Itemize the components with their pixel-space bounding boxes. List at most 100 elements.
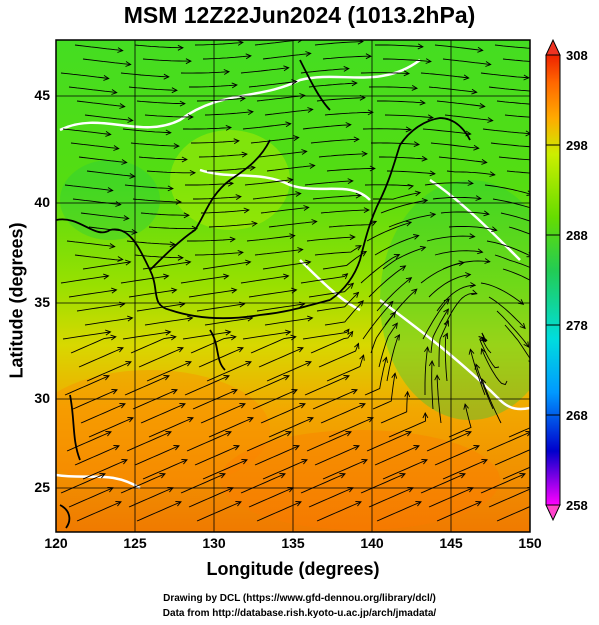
streamline: [78, 156, 127, 163]
streamline-arrowhead: [477, 46, 484, 53]
streamline: [198, 347, 244, 368]
streamline: [438, 320, 449, 367]
streamline-arrowhead: [347, 178, 354, 184]
streamline-arrowhead: [434, 374, 441, 381]
streamline: [504, 324, 530, 360]
streamline-arrowhead: [125, 61, 132, 67]
streamline: [64, 184, 113, 191]
streamline: [442, 459, 488, 480]
streamline: [66, 431, 112, 452]
streamline: [84, 317, 133, 326]
streamline-arrowhead: [465, 272, 472, 278]
streamline: [64, 375, 110, 396]
streamline: [208, 222, 257, 228]
footer-credit-data: Data from http://database.rish.kyoto-u.a…: [162, 608, 437, 619]
streamline: [492, 198, 530, 209]
streamline: [260, 206, 309, 214]
streamline-arrowhead: [169, 241, 176, 248]
streamline: [188, 289, 237, 298]
streamline-arrowhead: [113, 445, 120, 451]
streamline-arrowhead: [465, 130, 472, 137]
streamline-arrowhead: [233, 138, 240, 145]
streamline-arrowhead: [103, 75, 110, 81]
streamline: [310, 331, 354, 354]
streamline: [146, 170, 195, 174]
streamline-arrowhead: [523, 74, 530, 81]
streamline: [490, 142, 530, 148]
streamline: [322, 459, 368, 480]
streamline: [198, 153, 247, 158]
streamline-arrowhead: [299, 93, 306, 99]
streamline: [183, 127, 232, 130]
streamline-arrowhead: [479, 334, 486, 341]
streamline: [496, 506, 530, 522]
streamline: [314, 445, 360, 466]
streamline: [254, 249, 303, 256]
streamline-arrowhead: [123, 215, 130, 221]
streamline: [446, 170, 495, 176]
streamline-arrowhead: [347, 330, 354, 338]
streamline-arrowhead: [343, 375, 350, 381]
colorbar-tick-label: 268: [566, 408, 588, 423]
streamline: [422, 298, 450, 340]
streamline: [374, 235, 419, 256]
streamline-arrowhead: [469, 233, 476, 240]
streamline: [482, 128, 530, 135]
streamline-arrowhead: [185, 58, 192, 65]
streamline: [312, 194, 361, 200]
streamline: [193, 196, 241, 200]
streamline-arrowhead: [421, 155, 428, 162]
streamline-arrowhead: [247, 315, 254, 322]
streamline-arrowhead: [105, 431, 112, 437]
streamline-arrowhead: [245, 259, 252, 266]
streamline: [314, 245, 362, 256]
x-tick-label: 120: [44, 535, 68, 551]
streamline-arrowhead: [307, 417, 314, 423]
x-tick-label: 140: [360, 535, 384, 551]
streamline: [240, 473, 286, 494]
streamline: [120, 473, 166, 494]
streamline-arrowhead: [295, 501, 302, 507]
plot-frame: [55, 39, 531, 533]
streamline: [185, 182, 234, 186]
streamline-arrowhead: [249, 165, 256, 171]
streamline-arrowhead: [480, 347, 487, 355]
streamline-arrowhead: [181, 459, 188, 465]
streamline: [250, 336, 296, 354]
streamline: [502, 466, 530, 480]
streamline: [74, 445, 120, 466]
streamline-arrowhead: [127, 117, 134, 123]
streamline: [86, 361, 132, 382]
streamline-arrowhead: [413, 445, 420, 451]
streamline-arrowhead: [163, 273, 170, 280]
streamline-arrowhead: [370, 220, 378, 226]
streamline: [70, 336, 116, 354]
streamline-arrowhead: [230, 334, 237, 341]
streamline-arrowhead: [345, 122, 352, 128]
streamline-arrowhead: [417, 43, 424, 50]
streamline-arrowhead: [355, 501, 362, 507]
streamline-arrowhead: [479, 103, 486, 109]
streamline-arrowhead: [119, 403, 126, 409]
streamline-arrowhead: [394, 334, 401, 341]
streamline-arrowhead: [443, 298, 450, 305]
streamline: [324, 111, 373, 116]
streamline: [498, 156, 530, 161]
streamline: [124, 375, 170, 396]
streamline-arrowhead: [187, 417, 194, 423]
streamline: [148, 417, 194, 438]
streamline-arrowhead: [293, 445, 300, 451]
streamline: [246, 235, 295, 242]
streamline: [144, 114, 193, 118]
streamline-arrowhead: [159, 473, 166, 479]
streamline-arrowhead: [163, 375, 170, 381]
streamline: [136, 303, 185, 312]
streamline-arrowhead: [251, 220, 258, 227]
streamline: [76, 100, 125, 108]
streamline-arrowhead: [393, 253, 401, 260]
streamline: [180, 275, 229, 284]
streamline: [320, 209, 369, 214]
streamline: [324, 300, 364, 326]
streamline: [479, 336, 500, 369]
